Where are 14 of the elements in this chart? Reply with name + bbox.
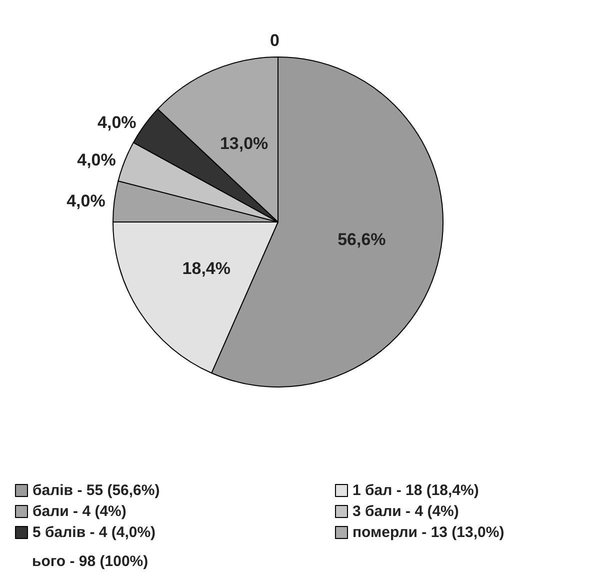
data-label: 56,6% bbox=[338, 230, 386, 250]
data-label: 4,0% bbox=[77, 150, 116, 170]
data-label: 18,4% bbox=[182, 259, 230, 278]
legend-label: померли - 13 (13,0%) bbox=[352, 524, 504, 541]
legend-label: 1 бал - 18 (18,4%) bbox=[352, 482, 479, 499]
text: ього - 98 (100%) bbox=[32, 553, 148, 570]
data-label: 4,0% bbox=[98, 113, 136, 132]
data-label: 4,0% bbox=[66, 191, 106, 210]
text: 0 bbox=[270, 31, 280, 50]
legend-label: 3 бали - 4 (4%) bbox=[352, 503, 459, 520]
legend-label: 5 балів - 4 (4,0%) bbox=[32, 524, 156, 541]
legend-label: балів - 55 (56,6%) bbox=[32, 482, 160, 499]
data-label: 13,0% bbox=[220, 134, 268, 154]
legend-label: бали - 4 (4%) bbox=[32, 503, 126, 520]
